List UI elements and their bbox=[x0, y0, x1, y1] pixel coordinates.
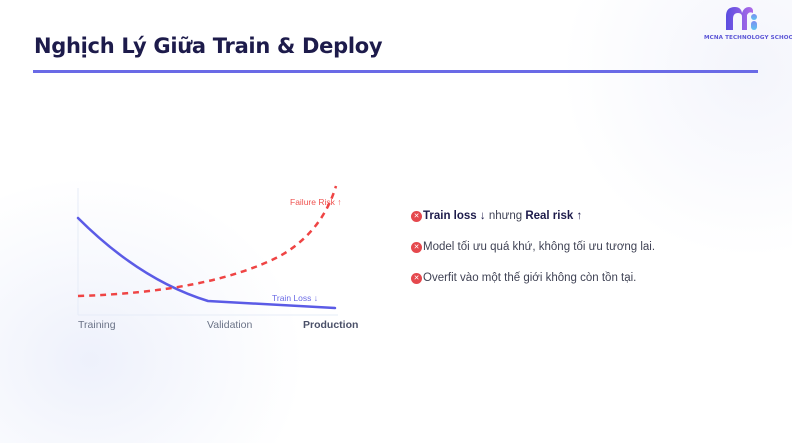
x-circle-icon: ✕ bbox=[411, 242, 422, 253]
x-label-training: Training bbox=[78, 319, 116, 331]
failure-risk-label: Failure Risk ↑ bbox=[290, 197, 342, 207]
train-loss-label: Train Loss ↓ bbox=[272, 293, 318, 303]
bullet-text: Model tối ưu quá khứ, không tối ưu tương… bbox=[423, 241, 656, 253]
bullet-text: Overfit vào một thế giới không còn tồn t… bbox=[423, 272, 637, 284]
bullet-text: nhưng bbox=[485, 210, 526, 222]
bullet-list: ✕ Train loss ↓ nhưng Real risk ↑ ✕ Model… bbox=[411, 208, 655, 301]
x-label-production: Production bbox=[303, 319, 359, 331]
title-underline bbox=[33, 70, 758, 73]
logo-text: MCNA TECHNOLOGY SCHOOL bbox=[704, 35, 792, 41]
failure-risk-line bbox=[77, 185, 338, 298]
train-loss-line bbox=[76, 216, 337, 310]
x-circle-icon: ✕ bbox=[411, 211, 422, 222]
mcna-logo-icon bbox=[726, 7, 757, 30]
bullet-strong-text: Train loss ↓ bbox=[423, 210, 486, 222]
slide-title: Nghịch Lý Giữa Train & Deploy bbox=[34, 34, 383, 58]
x-label-validation: Validation bbox=[207, 319, 253, 331]
bullet-strong-text: Real risk ↑ bbox=[525, 210, 583, 222]
bullet-item: ✕ Overfit vào một thế giới không còn tồn… bbox=[411, 270, 655, 301]
bullet-item: ✕ Model tối ưu quá khứ, không tối ưu tươ… bbox=[411, 239, 655, 270]
x-circle-icon: ✕ bbox=[411, 273, 422, 284]
bullet-item: ✕ Train loss ↓ nhưng Real risk ↑ bbox=[411, 208, 655, 239]
chart-plot bbox=[76, 185, 338, 316]
mcna-logo: MCNA TECHNOLOGY SCHOOL bbox=[704, 4, 792, 44]
train-vs-risk-chart: Failure Risk ↑ Train Loss ↓ Training Val… bbox=[60, 180, 370, 340]
